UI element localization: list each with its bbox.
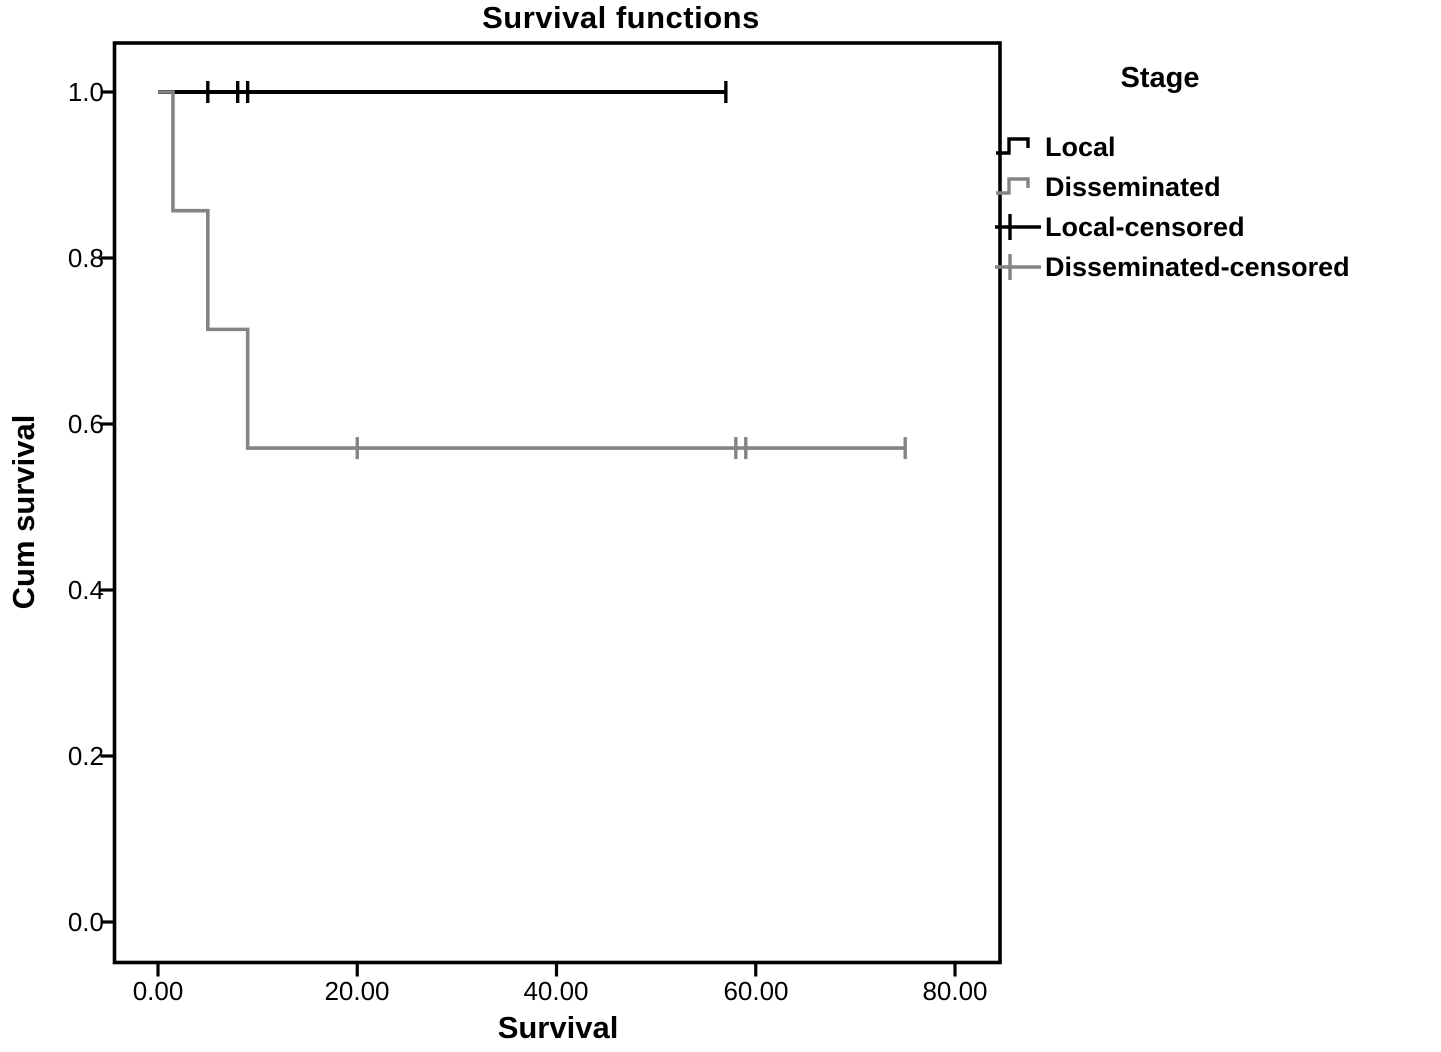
x-tick-label: 40.00: [523, 976, 589, 1006]
plus-mark-icon: [995, 214, 1041, 240]
x-tick-label: 0.00: [132, 976, 184, 1006]
plus-mark-icon: [995, 254, 1041, 280]
y-tick-label: 1.0: [67, 77, 104, 107]
x-tick-label: 60.00: [723, 976, 789, 1006]
legend-item-label: Local: [1045, 131, 1116, 162]
x-axis-title: Survival: [497, 1010, 619, 1045]
step-line-icon: [996, 177, 1030, 195]
y-axis-title: Cum survival: [6, 414, 41, 610]
legend-item-disseminated-censored: Disseminated-censored: [995, 247, 1350, 287]
step-line-icon: [996, 137, 1030, 155]
legend-item-label: Local-censored: [1045, 211, 1245, 242]
legend-item-label: Disseminated: [1045, 171, 1221, 202]
legend-rows: Local Disseminated Local-censored Dissem…: [995, 127, 1350, 287]
legend-item-local-censored: Local-censored: [995, 207, 1350, 247]
y-tick-label: 0.0: [67, 907, 104, 937]
disseminated-curve: [158, 90, 906, 450]
plot-frame: [112, 41, 1002, 965]
legend-item-local: Local: [995, 127, 1350, 167]
x-tick-label: 80.00: [922, 976, 988, 1006]
y-tick-label: 0.4: [67, 575, 104, 605]
legend-item-disseminated: Disseminated: [995, 167, 1350, 207]
legend-title: Stage: [1120, 62, 1200, 94]
legend-item-label: Disseminated-censored: [1045, 251, 1350, 282]
x-tick-label: 20.00: [324, 976, 390, 1006]
y-tick-label: 0.6: [67, 409, 104, 439]
y-tick-label: 0.8: [67, 243, 104, 273]
chart-title: Survival functions: [482, 0, 760, 35]
y-tick-label: 0.2: [67, 741, 104, 771]
